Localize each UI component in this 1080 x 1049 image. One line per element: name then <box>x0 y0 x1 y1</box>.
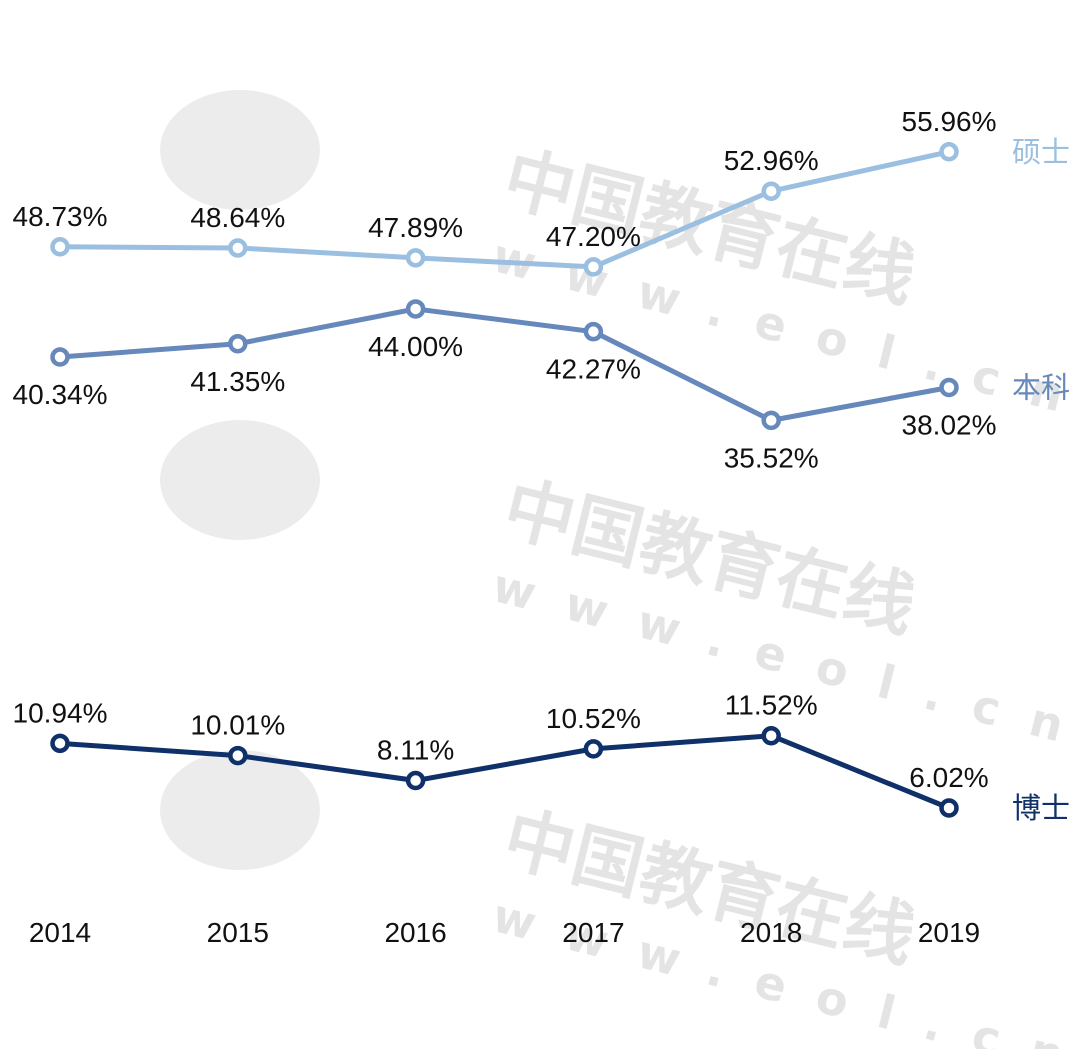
data-point <box>228 238 248 258</box>
data-point <box>939 798 959 818</box>
data-point <box>939 142 959 162</box>
data-point <box>583 321 604 342</box>
data-point <box>50 347 70 367</box>
x-tick-label: 2017 <box>562 917 624 948</box>
data-label: 40.34% <box>13 379 108 410</box>
series-博士: 10.94% 10.01% 8.11% 10.52% 11.52% 6.02% 博士 <box>13 690 1071 825</box>
data-label: 47.20% <box>546 221 641 252</box>
series-本科: 40.34% 41.35% 44.00% 42.27% 35.52% 38.02% 本科 <box>13 299 1070 473</box>
data-label: 38.02% <box>902 410 997 441</box>
data-label: 42.27% <box>546 354 641 385</box>
data-label: 52.96% <box>724 145 819 176</box>
data-label: 48.73% <box>13 201 108 232</box>
x-tick-label: 2019 <box>918 917 980 948</box>
data-label: 8.11% <box>377 735 454 766</box>
watermark-logo <box>160 750 320 870</box>
data-point <box>405 770 426 791</box>
data-label: 48.64% <box>190 202 285 233</box>
watermark-logo <box>160 90 320 210</box>
data-point <box>939 377 959 398</box>
data-label: 55.96% <box>902 106 997 137</box>
series-line <box>59 149 950 270</box>
data-label: 35.52% <box>724 442 819 473</box>
series-name-label: 博士 <box>1012 791 1070 825</box>
data-label: 10.52% <box>546 703 641 734</box>
x-tick-label: 2016 <box>384 917 446 948</box>
data-point <box>583 739 604 759</box>
data-label: 11.52% <box>725 690 818 721</box>
data-label: 41.35% <box>190 366 285 397</box>
data-point <box>761 725 781 746</box>
series-line <box>59 306 950 423</box>
x-tick-label: 2014 <box>29 917 91 948</box>
data-label: 44.00% <box>368 331 463 362</box>
series-line <box>59 733 950 811</box>
data-label: 47.89% <box>368 212 463 243</box>
data-point <box>228 334 248 354</box>
data-point <box>228 745 248 766</box>
watermark-logo <box>160 420 320 540</box>
data-label: 10.01% <box>190 710 285 741</box>
x-tick-label: 2018 <box>740 917 802 948</box>
series-硕士: 48.73% 48.64% 47.89% 47.20% 52.96% 55.96% 硕士 <box>13 106 1070 277</box>
series-name-label: 硕士 <box>1012 135 1070 169</box>
data-point <box>50 733 70 754</box>
series-name-label: 本科 <box>1012 371 1070 405</box>
x-tick-label: 2015 <box>207 917 269 948</box>
data-label: 10.94% <box>13 697 108 728</box>
data-point <box>405 248 426 268</box>
data-point <box>761 410 781 431</box>
data-label: 6.02% <box>909 762 988 793</box>
data-point <box>583 257 604 277</box>
data-point <box>405 299 426 319</box>
data-point <box>50 237 70 257</box>
data-point <box>761 181 781 201</box>
